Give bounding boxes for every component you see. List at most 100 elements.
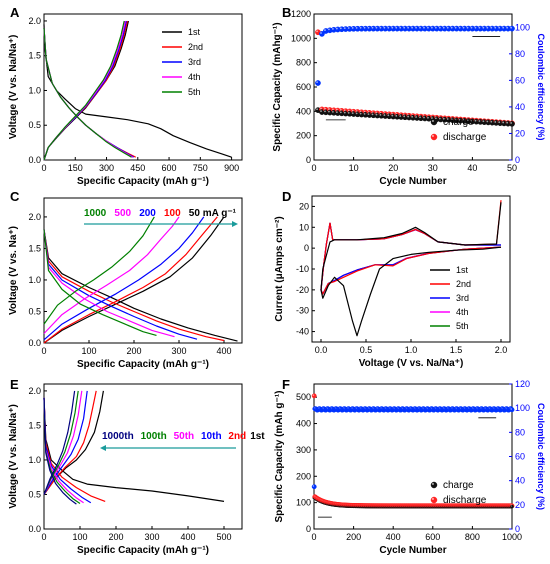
cycle-label: 50th: [174, 431, 195, 442]
charge-point-shine: [510, 505, 512, 507]
charge-point-shine: [395, 114, 398, 117]
x-tick-label: 400: [386, 532, 401, 542]
discharge-curve: [43, 229, 238, 342]
cv-curve: [320, 222, 502, 295]
coulombic-point-shine: [395, 26, 398, 29]
charge-point-shine: [419, 116, 421, 119]
x-tick-label: 1.0: [405, 345, 418, 355]
charge-point-shine: [423, 116, 425, 119]
y-right-tick-label: 40: [515, 102, 525, 112]
x-tick-label: 0: [41, 346, 46, 356]
panel-label: F: [282, 377, 290, 392]
y-tick-label: 2.0: [28, 16, 41, 26]
charge-point-shine: [339, 111, 342, 114]
coulombic-point-shine: [351, 27, 354, 29]
legend-marker-shine: [431, 119, 435, 122]
y-tick-label: 20: [299, 201, 309, 211]
coulombic-point-shine: [367, 26, 370, 29]
charge-point-shine: [454, 118, 457, 121]
plot-frame: [311, 195, 511, 343]
x-tick-label: 750: [193, 163, 208, 173]
x-axis-label: Voltage (V vs. Na/Na⁺): [359, 358, 464, 369]
coulombic-point: [509, 407, 515, 413]
y-right-tick-label: 0: [515, 524, 520, 534]
legend-label: discharge: [443, 495, 487, 506]
charge-point-shine: [490, 120, 493, 123]
x-tick-label: 0: [41, 163, 46, 173]
charge-point-shine: [379, 113, 382, 116]
discharge-point-shine: [343, 109, 346, 112]
coulombic-point-shine: [430, 26, 433, 29]
charge-curve: [43, 20, 125, 161]
coulombic-point-shine: [419, 26, 421, 29]
x-tick-label: 50: [507, 163, 517, 173]
coulombic-point: [311, 484, 317, 490]
charge-point-shine: [343, 111, 346, 114]
coulombic-point-shine: [403, 26, 406, 29]
x-axis-label: Specific Capacity (mAh g⁻¹): [77, 545, 209, 556]
panel-c: 0 100 200 300 400 0.0 0.5 1.0 1.5 2.0 Specific Cap…: [8, 189, 243, 370]
rate-label: 1000: [84, 208, 107, 219]
coulombic-point-shine: [478, 26, 481, 29]
x-tick-label: 400: [180, 532, 195, 542]
cycle-label: 1st: [250, 431, 265, 442]
y-tick-label: 1.5: [28, 243, 41, 253]
y-tick-label: 1000: [291, 33, 311, 43]
y-tick-label: 1200: [291, 9, 311, 19]
discharge-point-shine: [331, 108, 334, 111]
discharge-curve: [43, 24, 232, 158]
x-tick-label: 500: [216, 532, 231, 542]
charge-point-shine: [502, 121, 505, 124]
charge-point-shine: [403, 115, 406, 118]
coulombic-point-shine: [446, 26, 449, 29]
y-tick-label: -20: [296, 285, 309, 295]
coulombic-point-shine: [335, 27, 338, 30]
charge-point-shine: [359, 112, 362, 115]
charge-point-shine: [446, 118, 449, 120]
y-tick-label: 2.0: [28, 386, 41, 396]
x-tick-label: 1.5: [450, 345, 463, 355]
x-tick-label: 20: [388, 163, 398, 173]
y-tick-label: 500: [296, 392, 311, 402]
coulombic-point-shine: [331, 28, 334, 30]
x-tick-label: 400: [216, 346, 231, 356]
x-tick-label: 200: [108, 532, 123, 542]
y-axis-label: Voltage (V vs. Na/Na⁺): [8, 404, 19, 509]
x-tick-label: 40: [467, 163, 477, 173]
x-tick-label: 100: [81, 346, 96, 356]
discharge-curve: [43, 229, 225, 342]
coulombic-point-shine: [466, 26, 469, 29]
charge-point-shine: [367, 113, 370, 116]
legend-label: 1st: [456, 265, 469, 275]
discharge-point-shine: [328, 108, 330, 111]
panel-label: E: [10, 377, 19, 392]
coulombic-point-shine: [379, 26, 382, 29]
coulombic-point-shine: [407, 26, 410, 29]
charge-point-shine: [462, 119, 465, 121]
coulombic-point-shine: [442, 26, 445, 29]
coulombic-point-shine: [482, 26, 485, 29]
y-tick-label: 0.0: [28, 338, 41, 348]
coulombic-point-shine: [324, 29, 326, 31]
charge-curve: [43, 216, 180, 334]
charge-point-shine: [498, 121, 501, 124]
charge-point-shine: [458, 118, 461, 121]
rate-label: 50 mA g⁻¹: [189, 208, 237, 219]
discharge-curve: [43, 397, 77, 505]
legend-label: 4th: [456, 307, 469, 317]
x-tick-label: 0: [311, 163, 316, 173]
x-tick-label: 300: [144, 532, 159, 542]
coulombic-point-shine: [411, 26, 413, 29]
y-tick-label: 0.5: [28, 306, 41, 316]
discharge-point-shine: [339, 109, 342, 111]
y-tick-label: 2.0: [28, 212, 41, 222]
legend-label: 3rd: [188, 57, 201, 67]
rate-arrow-head: [232, 221, 238, 227]
coulombic-point-shine: [474, 26, 477, 29]
y-tick-label: 400: [296, 419, 311, 429]
y-right-axis-label: Coulombic efficiency (%): [536, 403, 546, 510]
charge-point-shine: [411, 115, 413, 118]
charge-point-shine: [438, 117, 441, 120]
charge-point-shine: [335, 111, 338, 114]
discharge-curve: [43, 229, 157, 336]
